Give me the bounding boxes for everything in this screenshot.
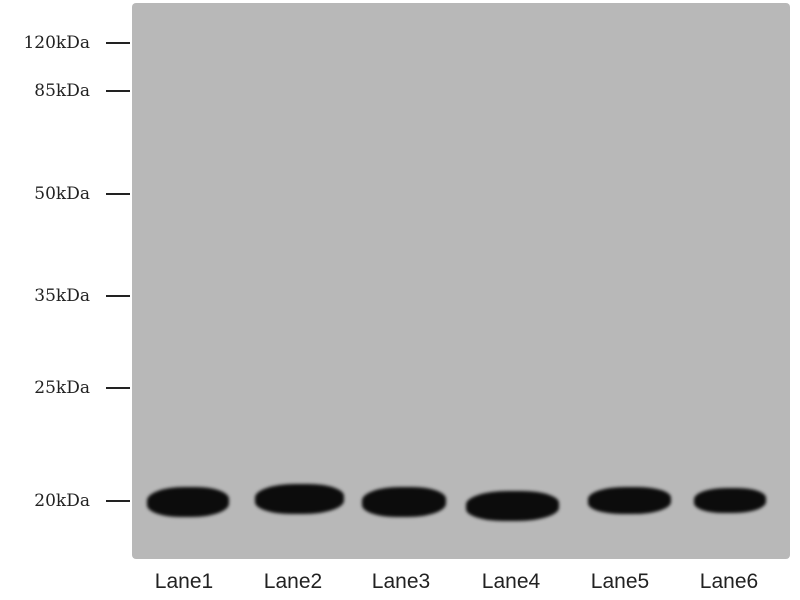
marker-35kda: 35kDa bbox=[0, 286, 132, 306]
marker-tick bbox=[106, 387, 130, 389]
lane-label-1: Lane1 bbox=[154, 570, 214, 593]
lane-label-4: Lane4 bbox=[481, 570, 541, 593]
marker-120kda: 120kDa bbox=[0, 33, 132, 53]
marker-tick bbox=[106, 193, 130, 195]
lane-label-3: Lane3 bbox=[371, 570, 431, 593]
marker-tick bbox=[106, 295, 130, 297]
marker-85kda: 85kDa bbox=[0, 81, 132, 101]
band-lane3 bbox=[362, 487, 446, 517]
marker-tick bbox=[106, 42, 130, 44]
lane-label-5: Lane5 bbox=[590, 570, 650, 593]
band-lane6 bbox=[694, 488, 766, 513]
marker-50kda: 50kDa bbox=[0, 184, 132, 204]
marker-tick bbox=[106, 500, 130, 502]
band-lane4 bbox=[466, 491, 559, 521]
marker-tick bbox=[106, 90, 130, 92]
lane-label-2: Lane2 bbox=[263, 570, 323, 593]
marker-25kda: 25kDa bbox=[0, 378, 132, 398]
band-lane1 bbox=[147, 487, 229, 517]
band-lane2 bbox=[255, 484, 344, 514]
band-lane5 bbox=[588, 487, 671, 514]
marker-20kda: 20kDa bbox=[0, 491, 132, 511]
blot-membrane bbox=[132, 3, 790, 559]
lane-label-6: Lane6 bbox=[699, 570, 759, 593]
